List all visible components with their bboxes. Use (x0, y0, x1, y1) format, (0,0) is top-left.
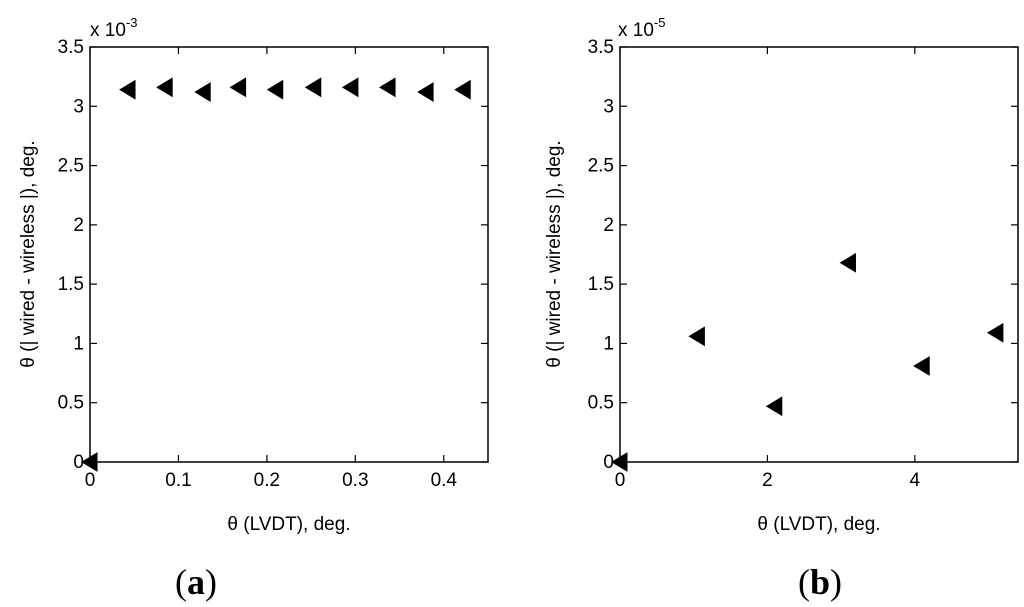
x-tick-label-b: 0 (615, 470, 626, 491)
axis-ticks-a: 0 0.5 1 1.5 2 2.5 3 3.5 0 0.1 0.2 0.3 0.4 (58, 37, 488, 491)
x-tick-label-b: 4 (910, 470, 921, 491)
y-exponent-a: x 10-3 (90, 15, 137, 41)
y-tick-label-b: 0.5 (588, 393, 614, 414)
y-tick-label-a: 1 (73, 333, 84, 354)
data-point-a (454, 79, 471, 100)
y-tick-label-b: 3.5 (588, 37, 614, 58)
data-point-a (119, 79, 136, 100)
x-tick-label-a: 0.4 (431, 470, 458, 491)
data-point-a (341, 77, 359, 98)
data-point-a (417, 82, 434, 102)
data-point-a (194, 82, 211, 102)
y-tick-label-a: 3 (73, 96, 84, 117)
x-tick-label-b: 2 (762, 470, 773, 491)
y-tick-label-b: 1.5 (588, 274, 614, 295)
y-axis-label-a: θ (| wired - wireless |), deg. (18, 140, 39, 367)
y-tick-label-b: 1 (603, 333, 614, 354)
x-tick-label-a: 0.1 (165, 470, 191, 491)
panel-label-a: (a) (175, 562, 217, 602)
data-point-b (688, 326, 705, 347)
data-point-b (913, 356, 930, 376)
axis-ticks-b: 0 0.5 1 1.5 2 2.5 3 3.5 0 2 4 (588, 37, 1018, 491)
x-axis-label-b: θ (LVDT), deg. (757, 514, 880, 535)
chart-panel-b: 0 0.5 1 1.5 2 2.5 3 3.5 0 2 4 x 10-5 θ (LVDT), deg… (544, 15, 1019, 535)
y-tick-label-a: 0.5 (58, 393, 84, 414)
data-point-a (379, 77, 396, 98)
y-tick-label-a: 2 (73, 215, 84, 236)
panel-label-b: (b) (798, 562, 842, 602)
x-axis-label-a: θ (LVDT), deg. (227, 514, 350, 535)
data-point-a (304, 77, 322, 98)
x-tick-label-a: 0 (85, 470, 96, 491)
y-tick-label-a: 1.5 (58, 274, 84, 295)
y-tick-label-b: 2.5 (588, 156, 614, 177)
plot-frame-b (619, 46, 1019, 463)
data-points-b (611, 252, 1004, 472)
y-axis-label-b: θ (| wired - wireless |), deg. (544, 140, 565, 367)
data-points-a (81, 77, 471, 472)
y-exponent-b: x 10-5 (618, 15, 665, 41)
data-point-b (611, 452, 628, 472)
y-tick-label-a: 3.5 (58, 37, 84, 58)
y-tick-label-b: 3 (603, 96, 614, 117)
plot-frame-a (89, 46, 489, 463)
x-tick-label-a: 0.2 (254, 470, 280, 491)
chart-panel-a: 0 0.5 1 1.5 2 2.5 3 3.5 0 0.1 0.2 0.3 0.4 x 10-3 θ (… (18, 15, 489, 535)
data-point-a (229, 77, 247, 98)
y-tick-label-a: 0 (73, 452, 84, 473)
data-point-b (839, 252, 856, 273)
data-point-b (765, 396, 783, 417)
data-point-a (81, 452, 98, 472)
x-tick-label-a: 0.3 (342, 470, 368, 491)
y-tick-label-b: 0 (603, 452, 614, 473)
data-point-b (986, 322, 1004, 343)
data-point-a (266, 79, 284, 100)
y-tick-label-a: 2.5 (58, 156, 84, 177)
y-tick-label-b: 2 (603, 215, 614, 236)
data-point-a (156, 77, 173, 98)
